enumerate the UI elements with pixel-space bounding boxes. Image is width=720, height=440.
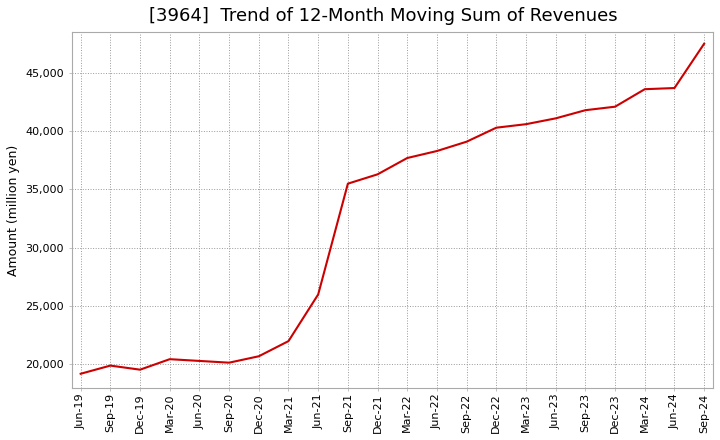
Y-axis label: Amount (million yen): Amount (million yen) [7, 144, 20, 275]
Text: [3964]  Trend of 12-Month Moving Sum of Revenues: [3964] Trend of 12-Month Moving Sum of R… [149, 7, 617, 25]
